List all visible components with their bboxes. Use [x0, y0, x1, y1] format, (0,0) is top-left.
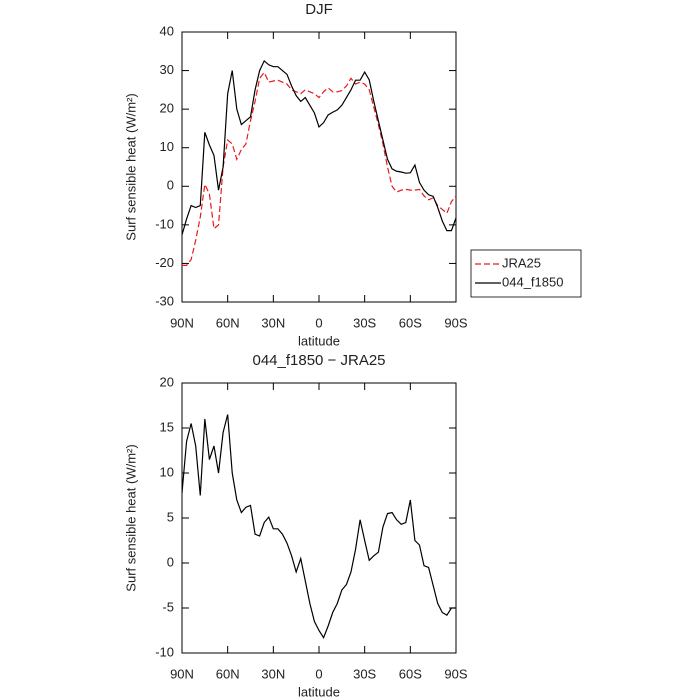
data-line	[181, 59, 457, 236]
x-axis-label: latitude	[298, 684, 340, 699]
chart-title: DJF	[305, 1, 333, 18]
x-tick-label: 30N	[261, 315, 285, 330]
x-tick-label: 0	[315, 315, 322, 330]
y-tick-label: 20	[160, 101, 174, 116]
y-tick-label: -20	[155, 255, 174, 270]
y-tick-label: 0	[167, 554, 174, 569]
data-line	[181, 414, 456, 640]
legend-box	[470, 249, 582, 298]
data-line	[182, 71, 457, 266]
x-tick-label: 60S	[399, 666, 422, 681]
x-tick-label: 60N	[216, 666, 240, 681]
x-tick-label: 90N	[170, 666, 194, 681]
y-axis-label: Surf sensible heat (W/m²)	[123, 93, 138, 240]
x-axis-label: latitude	[298, 333, 340, 348]
y-tick-label: 20	[160, 374, 174, 389]
x-tick-label: 30S	[353, 315, 376, 330]
legend-label: JRA25	[502, 255, 541, 270]
y-tick-label: 30	[160, 62, 174, 77]
y-tick-label: 10	[160, 139, 174, 154]
x-tick-label: 90S	[444, 315, 467, 330]
x-tick-label: 30S	[353, 666, 376, 681]
y-tick-label: 40	[160, 23, 174, 38]
y-tick-label: 10	[160, 464, 174, 479]
y-tick-label: -10	[155, 216, 174, 231]
x-tick-label: 0	[315, 666, 322, 681]
x-tick-label: 90N	[170, 315, 194, 330]
y-axis-label: Surf sensible heat (W/m²)	[123, 444, 138, 591]
x-tick-label: 60S	[399, 315, 422, 330]
y-tick-label: 0	[167, 178, 174, 193]
chart-title: 044_f1850 − JRA25	[252, 352, 385, 369]
y-tick-label: -30	[155, 293, 174, 308]
x-tick-label: 60N	[216, 315, 240, 330]
x-tick-label: 90S	[444, 666, 467, 681]
y-tick-label: -5	[162, 599, 174, 614]
plot-frame	[181, 31, 457, 303]
legend-label: 044_f1850	[502, 274, 563, 289]
x-tick-label: 30N	[261, 666, 285, 681]
plot-frame	[181, 382, 457, 654]
y-tick-label: 15	[160, 419, 174, 434]
y-tick-label: 5	[167, 509, 174, 524]
y-tick-label: -10	[155, 644, 174, 659]
